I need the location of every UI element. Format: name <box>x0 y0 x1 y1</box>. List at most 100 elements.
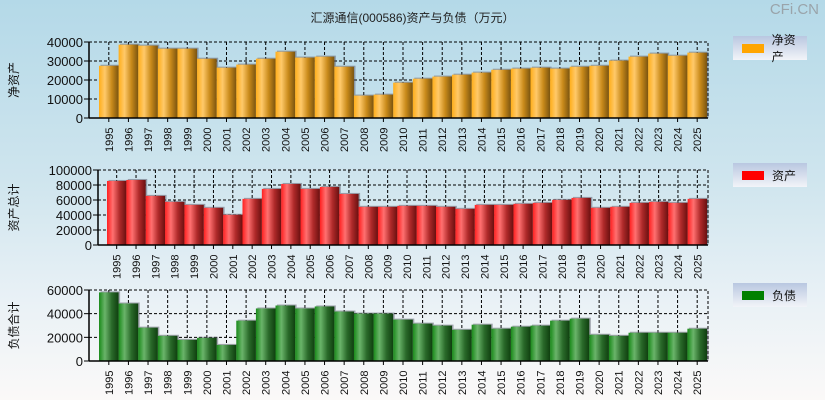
x-tick-label: 2024 <box>673 371 685 395</box>
y-tick-label: 0 <box>76 354 83 369</box>
x-tick-label: 2013 <box>457 371 469 395</box>
x-tick-label: 2025 <box>692 128 704 152</box>
x-tick-label: 2000 <box>208 255 220 279</box>
x-tick-label: 2011 <box>418 371 430 395</box>
x-tick-label: 2004 <box>280 128 292 152</box>
bar-1998 <box>157 335 178 361</box>
bar-2008 <box>358 206 378 245</box>
bar-2002 <box>236 320 256 361</box>
x-tick-label: 2014 <box>476 128 488 152</box>
x-tick-label: 2019 <box>576 255 588 279</box>
bar-2022 <box>629 202 649 245</box>
x-tick-label: 2004 <box>280 371 292 395</box>
x-tick-label: 2006 <box>325 255 337 279</box>
x-tick-label: 2017 <box>535 371 547 395</box>
x-tick-label: 2013 <box>457 128 469 152</box>
bar-2010 <box>397 205 417 245</box>
bar-2002 <box>242 198 262 245</box>
x-tick-label: 2022 <box>634 255 646 279</box>
x-tick-label: 1999 <box>189 255 201 279</box>
x-tick-label: 2018 <box>555 128 567 152</box>
bar-2000 <box>197 337 217 361</box>
y-tick-label: 20000 <box>47 330 83 345</box>
x-tick-label: 2001 <box>221 128 233 152</box>
bar-2005 <box>295 57 315 118</box>
y-tick-label: 80000 <box>56 178 92 193</box>
x-tick-label: 2021 <box>614 371 626 395</box>
legend-net-assets: 净资产 <box>733 33 807 64</box>
x-tick-label: 2002 <box>241 371 253 395</box>
y-tick-label: 20000 <box>47 73 83 88</box>
bar-2004 <box>275 51 296 118</box>
x-tick-label: 2002 <box>247 255 259 279</box>
x-tick-label: 2010 <box>402 255 414 279</box>
x-tick-label: 1996 <box>123 128 135 152</box>
y-tick-label: 60000 <box>56 193 92 208</box>
x-tick-label: 2001 <box>228 255 240 279</box>
chart-2: 0 20000 40000 60000 1995 1996 1997 1998 1999 2000… <box>6 283 709 395</box>
chart-title: 汇源通信(000586)资产与负债（万元） <box>310 11 515 25</box>
bar-2004 <box>281 183 301 245</box>
x-tick-label: 2023 <box>653 128 665 152</box>
x-tick-label: 2003 <box>267 255 279 279</box>
bar-1998 <box>165 201 185 245</box>
x-tick-label: 2017 <box>537 255 549 279</box>
y-tick-label: 40000 <box>47 307 83 322</box>
x-tick-label: 2008 <box>359 128 371 152</box>
x-tick-label: 2020 <box>594 371 606 395</box>
bar-2002 <box>236 64 256 118</box>
bar-2020 <box>590 207 611 245</box>
bar-2001 <box>223 214 243 245</box>
bar-2013 <box>452 74 472 118</box>
x-tick-label: 2007 <box>344 255 356 279</box>
x-tick-label: 2009 <box>383 255 395 279</box>
bar-2007 <box>334 66 354 118</box>
x-tick-label: 1999 <box>182 371 194 395</box>
bar-2023 <box>648 332 668 361</box>
x-tick-label: 2000 <box>202 128 214 152</box>
x-tick-label: 1997 <box>143 371 155 395</box>
bar-2023 <box>648 53 668 119</box>
bar-2001 <box>216 67 237 118</box>
bar-1997 <box>138 45 158 118</box>
x-tick-label: 2021 <box>614 128 626 152</box>
x-tick-label: 2011 <box>421 255 433 279</box>
x-tick-label: 1997 <box>143 128 155 152</box>
bar-2019 <box>569 318 590 361</box>
x-tick-label: 2025 <box>692 371 704 395</box>
bar-2020 <box>589 65 609 118</box>
x-tick-label: 2017 <box>535 128 547 152</box>
x-tick-label: 2003 <box>261 128 273 152</box>
bar-2012 <box>432 325 453 361</box>
x-tick-label: 2013 <box>460 255 472 279</box>
x-tick-label: 2025 <box>692 255 704 279</box>
watermark-logo: CFi.CN <box>769 1 819 18</box>
bar-2008 <box>353 95 374 118</box>
bar-2000 <box>197 58 217 118</box>
x-tick-label: 1998 <box>163 371 175 395</box>
y-tick-label: 20000 <box>56 223 92 238</box>
bar-2025 <box>687 52 707 118</box>
bar-1995 <box>107 180 127 245</box>
bar-2024 <box>667 55 688 118</box>
x-tick-label: 2012 <box>441 255 453 279</box>
bar-2014 <box>474 204 495 245</box>
x-tick-label: 2008 <box>359 371 371 395</box>
x-tick-label: 2024 <box>673 255 685 279</box>
x-tick-label: 2000 <box>202 371 214 395</box>
x-tick-label: 2006 <box>320 371 332 395</box>
bar-2019 <box>571 197 591 245</box>
bar-2024 <box>668 202 688 245</box>
legend-liabilities: 负债 <box>733 283 807 307</box>
x-tick-label: 1995 <box>112 255 124 279</box>
bar-1997 <box>138 327 158 361</box>
bar-2021 <box>610 206 630 245</box>
x-tick-label: 1995 <box>104 128 116 152</box>
y-tick-label: 0 <box>76 111 83 126</box>
bar-1999 <box>184 204 204 245</box>
bar-2013 <box>452 329 472 361</box>
bar-2018 <box>550 320 570 361</box>
y-axis-label: 资产总计 <box>7 183 21 231</box>
bar-2012 <box>436 206 456 245</box>
